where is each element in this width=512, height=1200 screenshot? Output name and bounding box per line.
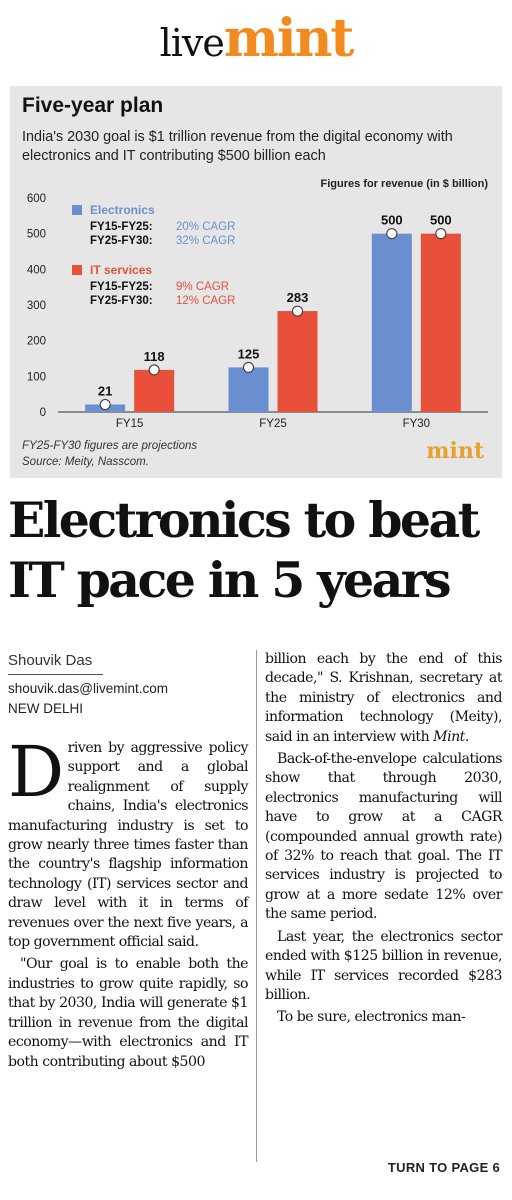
dateline: NEW DELHI bbox=[8, 701, 84, 716]
cagr-period: FY25-FY30: bbox=[90, 235, 153, 247]
bar-electronics bbox=[228, 367, 269, 412]
y-tick-label: 0 bbox=[40, 407, 46, 419]
bar-chart: 0 100 200 300 400 500 600 21 118 FY15 125 283 FY25 50… bbox=[27, 193, 488, 430]
projection-note: FY25-FY30 figures are projections bbox=[22, 440, 198, 452]
column-divider bbox=[256, 650, 257, 1162]
data-point-marker bbox=[292, 305, 303, 317]
source-note: Source: Meity, Nasscom. bbox=[22, 456, 149, 468]
chart-units-note: Figures for revenue (in $ billion) bbox=[320, 178, 488, 190]
paragraph-3-text: billion each by the end of this decade,"… bbox=[265, 651, 503, 745]
bar-it-services bbox=[277, 311, 318, 412]
bar-it-services bbox=[420, 233, 461, 412]
paragraph-2: "Our goal is to enable both the industri… bbox=[8, 956, 249, 1070]
mint-reference: Mint bbox=[433, 728, 465, 745]
author-email[interactable]: shouvik.das@livemint.com bbox=[8, 681, 169, 696]
masthead-mint: mint bbox=[223, 8, 355, 69]
data-point-marker bbox=[99, 399, 111, 411]
cagr-period: FY15-FY25: bbox=[90, 221, 153, 233]
paragraph-1-text: riven by aggressive policy support and a… bbox=[8, 740, 249, 951]
byline: Shouvik Das bbox=[8, 652, 93, 669]
article-column-left: Shouvik Das shouvik.das@livemint.com NEW… bbox=[8, 650, 249, 1075]
article-column-right: billion each by the end of this decade,"… bbox=[265, 650, 503, 1031]
y-tick-label: 200 bbox=[27, 336, 46, 348]
data-label: 283 bbox=[287, 290, 309, 305]
masthead-live: live bbox=[159, 21, 225, 65]
paragraph-3-end: . bbox=[464, 728, 469, 745]
y-tick-label: 500 bbox=[27, 229, 46, 241]
x-tick-label: FY30 bbox=[403, 418, 431, 430]
chart-mint-logo: mint bbox=[426, 438, 484, 464]
paragraph-3: billion each by the end of this decade,"… bbox=[265, 650, 503, 747]
x-tick-label: FY25 bbox=[259, 418, 287, 430]
data-label: 500 bbox=[430, 213, 452, 228]
legend-swatch bbox=[72, 265, 82, 275]
y-tick-label: 600 bbox=[27, 193, 46, 205]
cagr-rate: 32% CAGR bbox=[176, 235, 235, 247]
y-tick-label: 400 bbox=[27, 264, 46, 276]
y-tick-label: 100 bbox=[27, 371, 46, 383]
paragraph-5: Last year, the electronics sector ended … bbox=[265, 928, 503, 1003]
data-label: 21 bbox=[98, 384, 112, 399]
legend-label: IT services bbox=[90, 263, 152, 277]
data-point-marker bbox=[386, 228, 398, 240]
headline: Electronics to beat IT pace in 5 years bbox=[8, 491, 480, 609]
byline-rule bbox=[8, 674, 103, 675]
cagr-rate: 12% CAGR bbox=[176, 295, 235, 307]
x-tick-label: FY15 bbox=[116, 418, 144, 430]
paragraph-4: Back-of-the-envelope calculations show t… bbox=[265, 751, 503, 923]
chart-footnote: FY25-FY30 figures are projections Source… bbox=[22, 438, 197, 470]
legend-swatch bbox=[72, 205, 82, 215]
bar-it-services bbox=[134, 369, 175, 412]
turn-to-page-link[interactable]: TURN TO PAGE 6 bbox=[387, 1160, 500, 1175]
cagr-period: FY25-FY30: bbox=[90, 295, 153, 307]
legend-label: Electronics bbox=[90, 203, 155, 217]
chart-title: Five-year plan bbox=[22, 94, 164, 117]
bar-electronics bbox=[371, 233, 412, 412]
data-point-marker bbox=[435, 228, 447, 240]
data-label: 118 bbox=[144, 349, 165, 364]
drop-cap: D bbox=[8, 731, 64, 813]
masthead-logo: livemint bbox=[0, 0, 512, 69]
paragraph-6: To be sure, electronics man- bbox=[277, 1009, 466, 1026]
cagr-period: FY15-FY25: bbox=[90, 281, 153, 293]
data-label: 500 bbox=[381, 213, 403, 228]
cagr-rate: 20% CAGR bbox=[176, 221, 235, 233]
chart-panel: 0 100 200 300 400 500 600 21 118 FY15 125 283 FY25 50… bbox=[10, 86, 502, 478]
y-tick-label: 300 bbox=[27, 300, 46, 312]
data-point-marker bbox=[243, 361, 254, 373]
data-label: 125 bbox=[238, 346, 260, 361]
cagr-rate: 9% CAGR bbox=[176, 281, 229, 293]
data-point-marker bbox=[148, 364, 160, 376]
chart-subtitle: India's 2030 goal is $1 trillion revenue… bbox=[22, 129, 453, 164]
